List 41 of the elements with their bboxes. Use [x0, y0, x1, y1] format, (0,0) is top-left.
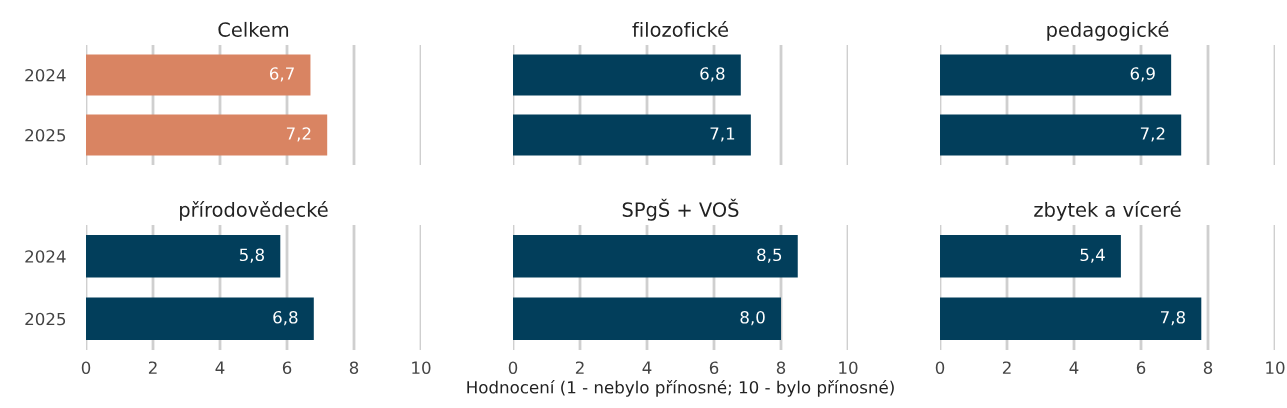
data-label: 8,0 [740, 310, 765, 326]
y-tick-label: 2025 [25, 128, 66, 142]
y-tick-label: 2024 [25, 250, 66, 263]
x-tick-label: 6 [282, 361, 292, 375]
chart-title: filozofické [632, 21, 729, 37]
data-label: 7,2 [286, 127, 311, 142]
x-tick-label: 10 [839, 361, 858, 375]
x-tick-label: 6 [709, 361, 719, 375]
data-label: 7,8 [1161, 310, 1185, 326]
chart-title: zbytek a víceré [1034, 201, 1181, 221]
x-tick-label: 8 [349, 361, 359, 375]
x-tick-label: 0 [935, 361, 945, 375]
data-label: 6,7 [269, 67, 294, 82]
chart-title: přírodovědecké [180, 201, 328, 221]
chart-title: pedagogické [1047, 21, 1169, 41]
data-label: 8,5 [757, 248, 782, 263]
data-label: 7,1 [710, 127, 735, 142]
data-label: 5,8 [239, 248, 264, 263]
data-label: 7,2 [1140, 127, 1165, 142]
y-tick-label: 2024 [25, 68, 66, 82]
y-tick-label: 2025 [25, 312, 66, 326]
x-tick-label: 0 [81, 361, 91, 375]
x-tick-label: 10 [1266, 361, 1285, 375]
x-tick-label: 2 [148, 361, 157, 374]
chart-title: Celkem [218, 21, 289, 37]
x-axis-title: Hodnocení (1 - nebylo přínosné; 10 - bylo přínosné) [467, 380, 894, 397]
x-tick-label: 2 [575, 361, 584, 374]
x-tick-label: 4 [642, 361, 652, 374]
data-label: 6,8 [273, 310, 298, 326]
x-tick-label: 0 [508, 361, 518, 375]
x-tick-label: 8 [1203, 361, 1213, 375]
x-tick-label: 10 [412, 361, 431, 375]
chart-title: SPgŠ + VOŠ [622, 198, 739, 221]
x-tick-label: 2 [1002, 361, 1011, 374]
data-label: 6,9 [1130, 67, 1155, 82]
x-tick-label: 4 [1069, 361, 1079, 374]
data-label: 6,8 [700, 67, 725, 82]
x-tick-label: 4 [215, 361, 225, 374]
x-tick-label: 8 [776, 361, 786, 375]
x-tick-label: 6 [1136, 361, 1146, 375]
data-label: 5,4 [1080, 248, 1105, 263]
